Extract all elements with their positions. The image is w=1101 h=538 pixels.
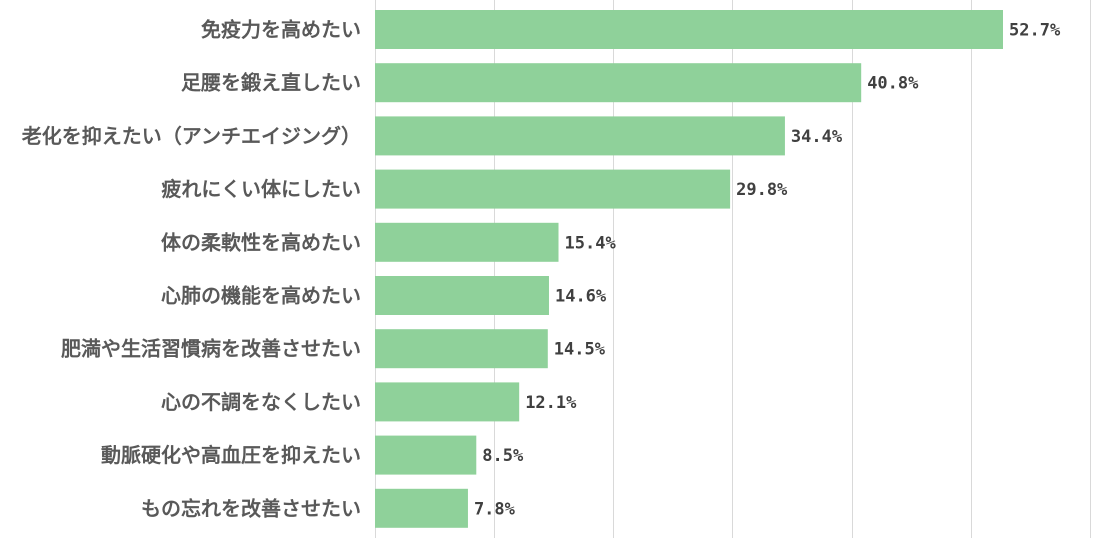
- category-label: 体の柔軟性を高めたい: [161, 230, 361, 254]
- category-label: 肥満や生活習慣病を改善させたい: [61, 337, 361, 361]
- category-label: 疲れにくい体にしたい: [161, 177, 361, 201]
- value-label: 15.4%: [565, 233, 617, 253]
- category-label: 老化を抑えたい（アンチエイジング）: [22, 124, 361, 148]
- value-label: 12.1%: [525, 393, 577, 413]
- bar: [375, 488, 468, 528]
- category-label: 心の不調をなくしたい: [161, 390, 361, 414]
- value-label: 14.5%: [554, 340, 606, 360]
- bar: [375, 329, 548, 369]
- bar: [375, 435, 477, 475]
- value-labels: 52.7% 40.8% 34.4% 29.8% 15.4% 14.6% 14.5% 12.1%…: [474, 21, 1061, 520]
- category-label: 動脈硬化や高血圧を抑えたい: [101, 443, 361, 467]
- bar: [375, 276, 549, 315]
- bar: [375, 116, 785, 156]
- value-label: 40.8%: [867, 74, 919, 94]
- bar: [375, 382, 520, 422]
- bar: [375, 10, 1003, 49]
- value-label: 29.8%: [736, 180, 788, 200]
- bar: [375, 63, 862, 103]
- bar: [375, 169, 731, 209]
- value-label: 34.4%: [791, 127, 843, 147]
- bars: [375, 10, 1003, 528]
- category-label: 免疫力を高めたい: [201, 18, 361, 42]
- category-label: もの忘れを改善させたい: [141, 496, 361, 520]
- value-label: 7.8%: [474, 499, 516, 519]
- category-label: 心肺の機能を高めたい: [161, 284, 361, 308]
- value-label: 8.5%: [482, 446, 524, 466]
- value-label: 14.6%: [555, 287, 607, 307]
- category-label: 足腰を鍛え直したい: [181, 71, 361, 95]
- bar: [375, 222, 559, 262]
- value-label: 52.7%: [1009, 21, 1061, 41]
